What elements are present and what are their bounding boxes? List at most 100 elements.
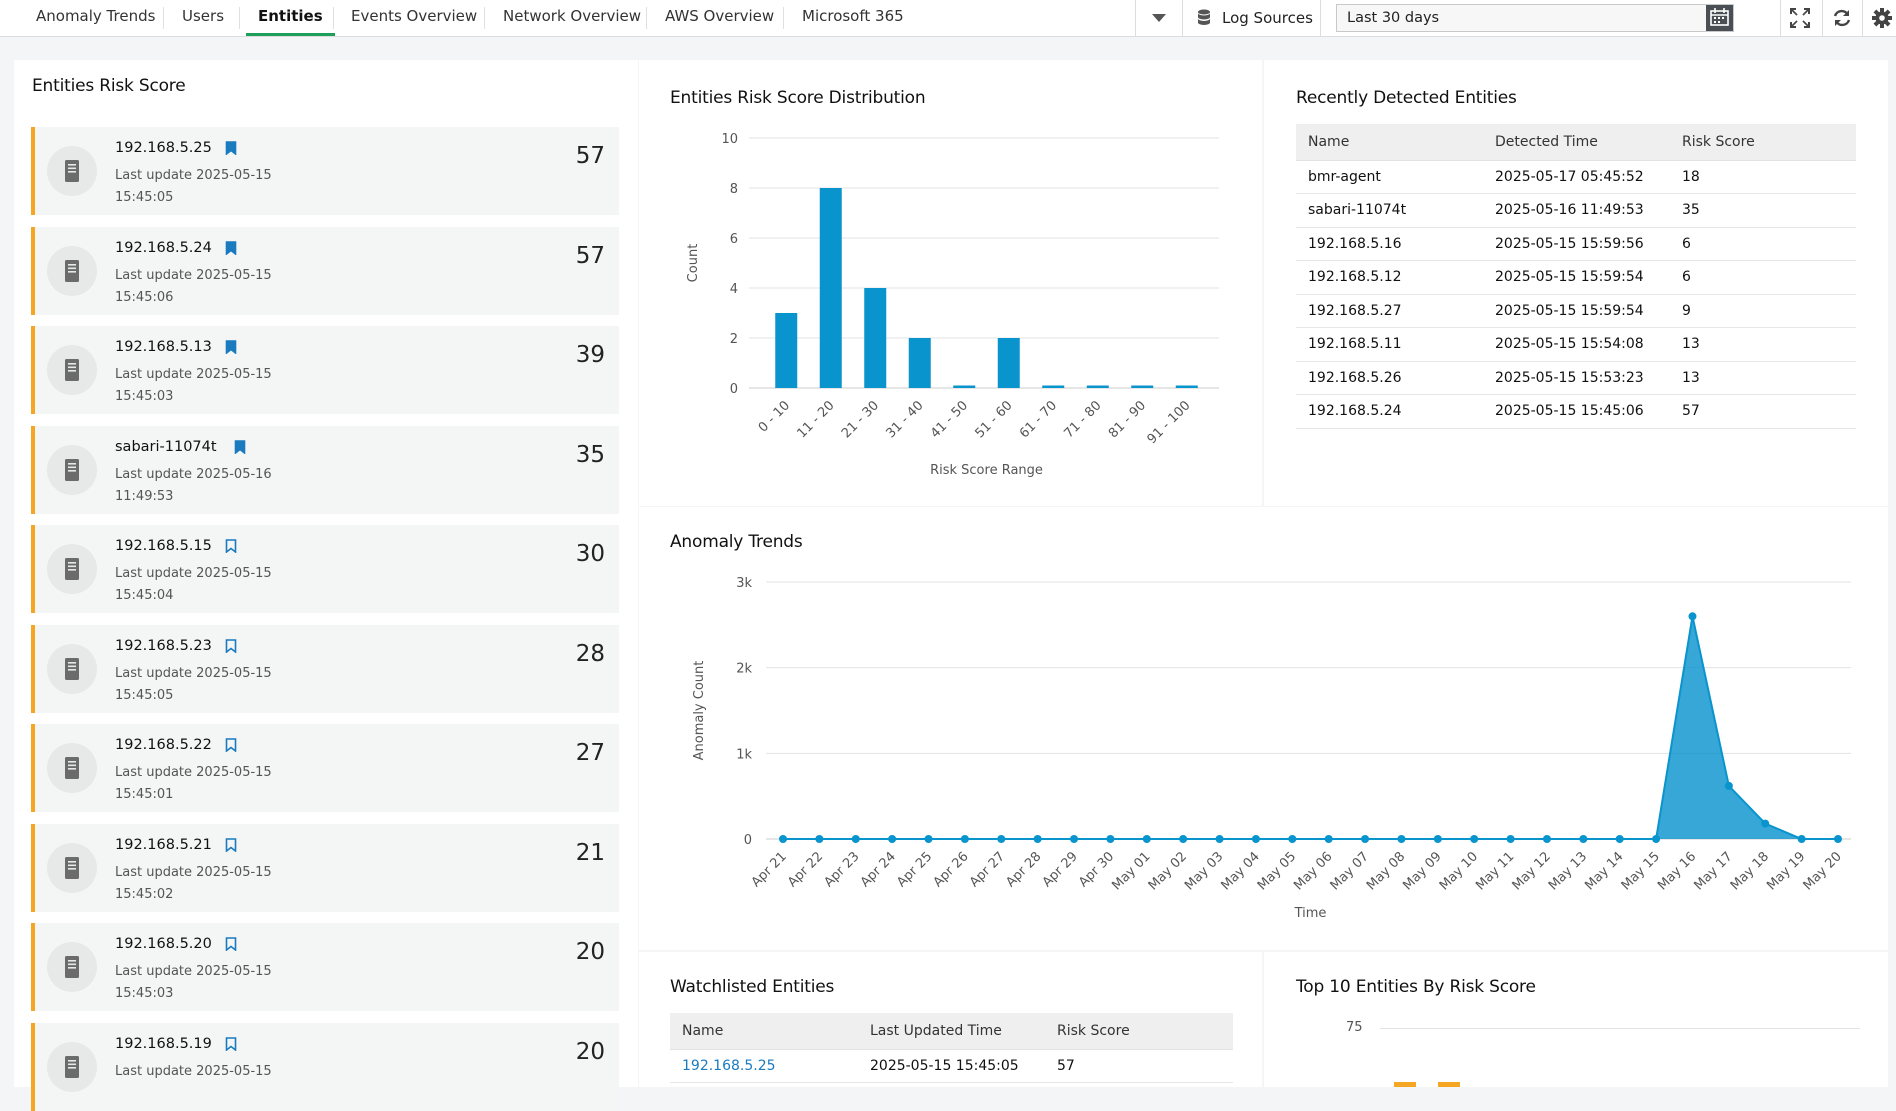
bookmark-icon[interactable]: [225, 837, 237, 852]
data-point: [997, 835, 1006, 843]
bookmark-icon[interactable]: [225, 340, 237, 354]
x-tick-label: May 12: [1510, 849, 1554, 893]
bookmark-icon[interactable]: [225, 937, 237, 951]
entity-name[interactable]: sabari-11074t: [115, 438, 217, 455]
bookmark-icon[interactable]: [225, 539, 237, 553]
entity-card[interactable]: 192.168.5.23 Last update 2025-05-15 15:45:…: [31, 624, 619, 713]
table-row[interactable]: 192.168.5.26 2025-05-15 15:53:23 13: [1296, 361, 1856, 395]
column-header[interactable]: Last Updated Time: [858, 1013, 1045, 1050]
table-cell: 2025-05-15 15:59:54: [1483, 294, 1670, 328]
column-header[interactable]: Risk Score: [1045, 1013, 1233, 1050]
table-cell: 192.168.5.24: [1296, 394, 1483, 429]
bookmark-icon[interactable]: [225, 638, 237, 653]
x-tick-label: 31 - 40: [883, 398, 926, 441]
toolbar-divider: [1862, 0, 1863, 37]
entity-name[interactable]: 192.168.5.19: [115, 1035, 212, 1052]
chart-bar: [908, 338, 931, 388]
data-point: [1688, 612, 1697, 621]
column-header[interactable]: Risk Score: [1670, 124, 1856, 161]
entity-card[interactable]: 192.168.5.13 Last update 2025-05-15 15:45:…: [31, 326, 619, 414]
tab-entities[interactable]: Entities: [246, 0, 335, 36]
refresh-button[interactable]: [1830, 6, 1854, 30]
y-tick-label: 75: [1346, 1020, 1363, 1035]
entity-card[interactable]: 192.168.5.22 Last update 2025-05-15 15:45:…: [31, 724, 619, 812]
entity-name[interactable]: 192.168.5.20: [115, 936, 212, 952]
entity-name[interactable]: 192.168.5.22: [115, 737, 212, 753]
table-row[interactable]: 192.168.5.25 2025-05-15 15:45:05 57: [670, 1049, 1233, 1083]
entity-name[interactable]: 192.168.5.15: [115, 538, 212, 554]
tab-microsoft-365[interactable]: Microsoft 365: [802, 7, 904, 25]
entity-card[interactable]: 192.168.5.25 Last update 2025-05-15 15:45:…: [31, 127, 619, 215]
table-cell: 2025-05-16 11:49:53: [1483, 193, 1670, 228]
settings-button[interactable]: [1870, 6, 1894, 30]
table-cell: 18: [1670, 160, 1856, 194]
entity-card[interactable]: 192.168.5.19 Last update 2025-05-15 20: [31, 1022, 619, 1111]
x-tick-label: 21 - 30: [839, 398, 882, 441]
top10-entities-panel: Top 10 Entities By Risk Score 75: [1264, 952, 1888, 1087]
entity-card[interactable]: 192.168.5.15 Last update 2025-05-15 15:45:…: [31, 525, 619, 613]
entity-name[interactable]: 192.168.5.21: [115, 836, 212, 853]
table-cell: 192.168.5.11: [1296, 327, 1483, 362]
avatar: [47, 245, 97, 296]
date-range-field[interactable]: Last 30 days: [1336, 4, 1734, 32]
bookmark-icon[interactable]: [234, 439, 246, 454]
table-header-row: Name Detected Time Risk Score: [1296, 124, 1856, 161]
table-row[interactable]: 192.168.5.11 2025-05-15 15:54:08 13: [1296, 327, 1856, 362]
data-point: [1179, 835, 1188, 843]
avatar: [47, 942, 97, 992]
entity-card[interactable]: 192.168.5.20 Last update 2025-05-15 15:45:…: [31, 923, 619, 1011]
x-tick-label: May 18: [1728, 849, 1772, 893]
more-tabs-dropdown[interactable]: [1136, 0, 1182, 37]
last-update-date: Last update 2025-05-15: [115, 964, 272, 979]
entity-name[interactable]: 192.168.5.13: [115, 339, 212, 355]
last-update-date: Last update 2025-05-16: [115, 466, 272, 482]
table-cell[interactable]: 192.168.5.25: [670, 1049, 858, 1083]
column-header[interactable]: Name: [670, 1013, 858, 1050]
panel-title: Entities Risk Score Distribution: [670, 88, 926, 108]
bookmark-icon[interactable]: [225, 1036, 237, 1051]
x-tick-label: Apr 24: [858, 849, 899, 890]
table-row[interactable]: 192.168.5.12 2025-05-15 15:59:54 6: [1296, 260, 1856, 295]
tab-network-overview[interactable]: Network Overview: [503, 7, 642, 25]
table-row[interactable]: 192.168.5.27 2025-05-15 15:59:54 9: [1296, 294, 1856, 328]
entity-name[interactable]: 192.168.5.25: [115, 140, 212, 156]
bookmark-icon[interactable]: [225, 141, 237, 155]
tab-events-overview[interactable]: Events Overview: [351, 7, 478, 25]
table-cell: 192.168.5.27: [1296, 294, 1483, 328]
tab-anomaly-trends[interactable]: Anomaly Trends: [36, 7, 156, 25]
bookmark-icon[interactable]: [225, 240, 237, 255]
tab-aws-overview[interactable]: AWS Overview: [665, 7, 775, 25]
x-tick-label: Apr 28: [1003, 849, 1044, 890]
server-icon: [65, 458, 79, 481]
table-row[interactable]: 192.168.5.24 2025-05-15 15:45:06 57: [1296, 394, 1856, 429]
data-point: [779, 835, 787, 843]
tab-separator: [783, 7, 784, 29]
table-row[interactable]: bmr-agent 2025-05-17 05:45:52 18: [1296, 160, 1856, 194]
bookmark-icon[interactable]: [225, 738, 237, 752]
entity-card[interactable]: sabari-11074t Last update 2025-05-16 11:49…: [31, 425, 619, 514]
column-header[interactable]: Detected Time: [1483, 124, 1670, 161]
risk-score: 35: [575, 441, 605, 468]
last-update-text: Last update 2025-05-15 15:45:04: [115, 563, 315, 607]
column-header[interactable]: Name: [1296, 124, 1483, 161]
calendar-icon: [1710, 8, 1729, 26]
table-cell: 9: [1670, 294, 1856, 328]
entity-card[interactable]: 192.168.5.21 Last update 2025-05-15 15:45:…: [31, 823, 619, 912]
chart-bar: [864, 288, 887, 388]
tab-separator: [239, 7, 240, 29]
calendar-button[interactable]: [1706, 5, 1733, 31]
tab-users[interactable]: Users: [182, 7, 225, 25]
watchlisted-entities-panel: Watchlisted Entities Name Last Updated T…: [639, 952, 1262, 1087]
chart-bar: [775, 313, 798, 388]
chart-bar: [819, 188, 842, 388]
entity-name[interactable]: 192.168.5.24: [115, 239, 212, 256]
fullscreen-button[interactable]: [1788, 6, 1812, 30]
entity-card[interactable]: 192.168.5.24 Last update 2025-05-15 15:45:…: [31, 226, 619, 315]
table-row[interactable]: 192.168.5.16 2025-05-15 15:59:56 6: [1296, 227, 1856, 261]
data-point: [1397, 835, 1406, 843]
entity-name[interactable]: 192.168.5.23: [115, 637, 212, 654]
table-cell: sabari-11074t: [1296, 193, 1483, 228]
y-tick-label: 8: [730, 182, 738, 197]
table-row[interactable]: sabari-11074t 2025-05-16 11:49:53 35: [1296, 193, 1856, 228]
risk-distribution-panel: Entities Risk Score Distribution 0 2 4 6 8 10…: [639, 60, 1262, 506]
